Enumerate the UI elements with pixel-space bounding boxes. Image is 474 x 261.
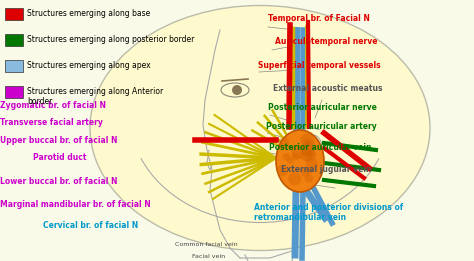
FancyBboxPatch shape — [5, 60, 23, 72]
FancyBboxPatch shape — [5, 34, 23, 46]
Ellipse shape — [221, 83, 249, 97]
FancyBboxPatch shape — [5, 86, 23, 98]
Circle shape — [278, 137, 289, 149]
Text: Facial vein: Facial vein — [192, 254, 225, 259]
Text: Posterior auricular nerve: Posterior auricular nerve — [268, 103, 377, 111]
Text: Upper buccal br. of facial N: Upper buccal br. of facial N — [0, 136, 118, 145]
Circle shape — [306, 167, 313, 174]
Text: Lower buccal br. of facial N: Lower buccal br. of facial N — [0, 177, 118, 186]
Text: Common facial vein: Common facial vein — [175, 241, 238, 247]
Circle shape — [283, 153, 291, 161]
Text: Parotid duct: Parotid duct — [33, 153, 87, 162]
Circle shape — [304, 174, 313, 183]
Text: Anterior and posterior divisions of
retromandibular vein: Anterior and posterior divisions of retr… — [254, 203, 403, 222]
Text: Zygomatic br. of facial N: Zygomatic br. of facial N — [0, 101, 106, 110]
Text: Superficial temporal vessels: Superficial temporal vessels — [258, 61, 381, 70]
Text: External jugular vein: External jugular vein — [281, 165, 371, 174]
Text: External acoustic meatus: External acoustic meatus — [273, 84, 382, 93]
Ellipse shape — [276, 130, 324, 192]
Text: Structures emerging along Anterior: Structures emerging along Anterior — [27, 87, 163, 97]
Ellipse shape — [309, 139, 319, 157]
Circle shape — [292, 146, 305, 159]
Circle shape — [232, 85, 242, 95]
Circle shape — [307, 149, 315, 157]
Text: border: border — [27, 97, 52, 105]
Circle shape — [301, 167, 310, 177]
Circle shape — [288, 172, 301, 185]
Text: Cervical br. of facial N: Cervical br. of facial N — [43, 221, 138, 230]
Text: Posterior auricular artery: Posterior auricular artery — [266, 122, 377, 131]
Circle shape — [292, 153, 299, 161]
Circle shape — [287, 157, 293, 164]
Circle shape — [306, 158, 318, 170]
Text: Structures emerging along base: Structures emerging along base — [27, 9, 150, 19]
Text: Structures emerging along posterior border: Structures emerging along posterior bord… — [27, 35, 194, 44]
Ellipse shape — [304, 135, 322, 161]
Text: Temporal br. of Facial N: Temporal br. of Facial N — [268, 14, 370, 23]
Text: Posterior auricular vein: Posterior auricular vein — [269, 143, 372, 152]
Text: Auriculotemporal nerve: Auriculotemporal nerve — [275, 37, 377, 46]
Circle shape — [301, 143, 313, 156]
FancyBboxPatch shape — [5, 8, 23, 20]
Circle shape — [305, 140, 315, 150]
Circle shape — [277, 165, 288, 176]
Ellipse shape — [90, 5, 430, 251]
Circle shape — [303, 138, 310, 146]
Text: Structures emerging along apex: Structures emerging along apex — [27, 62, 151, 70]
Text: Transverse facial artery: Transverse facial artery — [0, 118, 103, 127]
Text: Marginal mandibular br. of facial N: Marginal mandibular br. of facial N — [0, 200, 151, 209]
Circle shape — [300, 149, 312, 162]
Circle shape — [300, 133, 314, 147]
Circle shape — [303, 149, 316, 162]
